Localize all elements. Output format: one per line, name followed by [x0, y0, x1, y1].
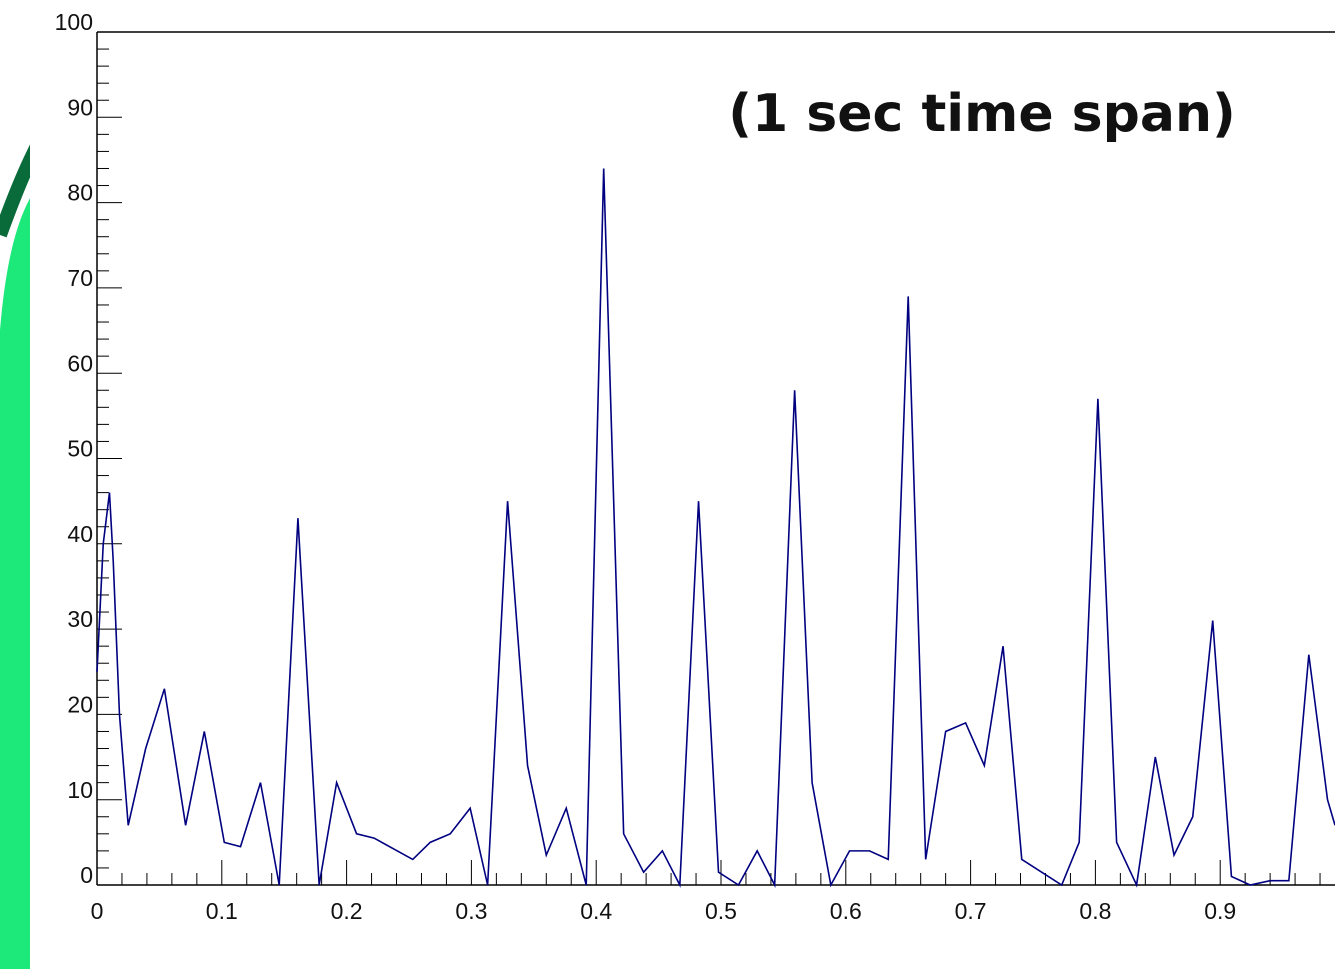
y-tick-label: 80 — [67, 180, 93, 206]
x-tick-label: 0.1 — [206, 898, 238, 924]
y-tick-label: 20 — [67, 691, 93, 717]
x-tick-label: 0.5 — [705, 898, 737, 924]
plot-background — [30, 0, 1335, 969]
annotation: (1 sec time span) — [728, 84, 1235, 144]
decoration — [0, 190, 35, 969]
y-tick-label: 50 — [67, 436, 93, 462]
y-tick-label: 40 — [67, 521, 93, 547]
x-tick-label: 0.6 — [830, 898, 862, 924]
line — [96, 168, 1335, 889]
y-tick-label: 10 — [67, 777, 93, 803]
x-tick-label: 0.9 — [1204, 898, 1236, 924]
y-tick-label: 70 — [67, 265, 93, 291]
y-tick-label: 60 — [67, 350, 93, 376]
y-tick-label: 100 — [55, 9, 93, 35]
y-tick-label: 0 — [80, 862, 93, 888]
x-tick-label: 0.7 — [955, 898, 987, 924]
x-tick-label: 0.4 — [580, 898, 612, 924]
x-tick-label: 0 — [91, 898, 104, 924]
x-tick-label: 0.8 — [1079, 898, 1111, 924]
y-tick-label: 30 — [67, 606, 93, 632]
x-tick-label: 0.2 — [331, 898, 363, 924]
x-tick-label: 0.3 — [455, 898, 487, 924]
y-tick-label: 90 — [67, 94, 93, 120]
